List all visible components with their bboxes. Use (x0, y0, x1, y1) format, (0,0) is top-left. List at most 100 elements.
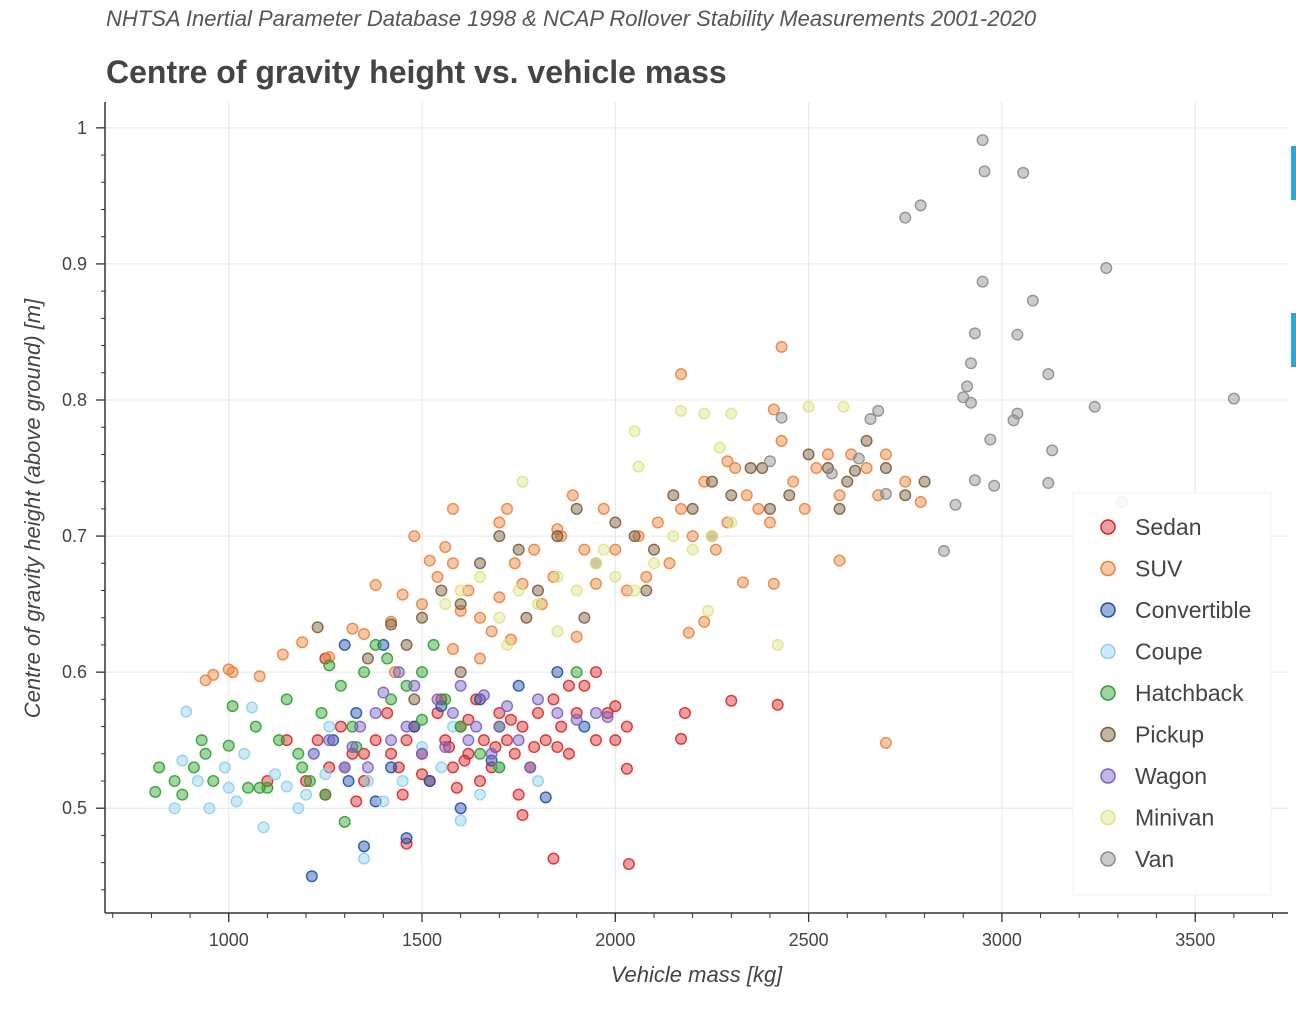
scroll-indicator-bottom[interactable] (1291, 313, 1296, 367)
data-point-suv (431, 570, 444, 583)
y-tick-label: 0.6 (62, 662, 87, 682)
data-point-convertible (551, 666, 564, 679)
data-point-coupe (396, 775, 409, 788)
data-point-minivan (702, 604, 715, 617)
data-points (149, 134, 1240, 883)
data-point-van (1042, 368, 1055, 381)
data-point-sedan (462, 713, 475, 726)
data-point-convertible (350, 706, 363, 719)
data-point-van (1026, 294, 1039, 307)
x-tick-label: 3000 (982, 930, 1022, 950)
data-point-suv (609, 543, 622, 556)
data-point-pickup (578, 611, 591, 624)
data-point-suv (821, 448, 834, 461)
data-point-suv (632, 530, 645, 543)
legend-item-wagon[interactable]: Wagon (1100, 763, 1207, 789)
data-point-coupe (222, 781, 235, 794)
y-tick-label: 1 (77, 118, 87, 138)
legend-item-minivan[interactable]: Minivan (1100, 805, 1214, 831)
data-point-suv (396, 588, 409, 601)
data-point-hatchback (338, 815, 351, 828)
data-point-suv (798, 502, 811, 515)
data-point-pickup (493, 530, 506, 543)
data-point-van (852, 452, 865, 465)
data-point-pickup (551, 530, 564, 543)
data-point-convertible (435, 700, 448, 713)
chart-title: Centre of gravity height vs. vehicle mas… (106, 54, 727, 90)
data-point-wagon (601, 711, 614, 724)
data-point-wagon (531, 693, 544, 706)
legend-item-coupe[interactable]: Coupe (1100, 639, 1203, 665)
data-point-van (1017, 166, 1030, 179)
data-point-wagon (323, 734, 336, 747)
data-point-convertible (305, 870, 318, 883)
data-point-pickup (640, 584, 653, 597)
data-point-van (968, 327, 981, 340)
data-point-sedan (516, 720, 529, 733)
data-point-wagon (392, 666, 405, 679)
data-point-wagon (354, 720, 367, 733)
data-point-coupe (180, 705, 193, 718)
data-point-convertible (423, 775, 436, 788)
legend[interactable]: Sedan SUV Convertible Coupe Hatchback Pickup W… (1072, 492, 1272, 896)
legend-item-pickup[interactable]: Pickup (1100, 722, 1204, 748)
data-point-sedan (416, 768, 429, 781)
data-point-sedan (589, 666, 602, 679)
legend-box (1072, 492, 1272, 896)
data-point-hatchback (226, 700, 239, 713)
scroll-indicator-top[interactable] (1291, 146, 1296, 200)
legend-swatch (1100, 602, 1116, 618)
data-point-sedan (555, 720, 568, 733)
data-point-suv (686, 530, 699, 543)
data-point-wagon (470, 720, 483, 733)
data-point-suv (493, 516, 506, 529)
x-tick-label: 2500 (789, 930, 829, 950)
y-tick-label: 0.5 (62, 798, 87, 818)
legend-label: Coupe (1135, 639, 1203, 665)
data-point-sedan (462, 747, 475, 760)
data-point-coupe (257, 821, 270, 834)
data-point-suv (570, 630, 583, 643)
data-point-convertible (342, 775, 355, 788)
data-point-sedan (512, 788, 525, 801)
x-tick-label: 1500 (402, 930, 442, 950)
data-point-suv (775, 434, 788, 447)
legend-item-hatchback[interactable]: Hatchback (1100, 680, 1244, 706)
data-point-pickup (705, 475, 718, 488)
data-point-hatchback (454, 720, 467, 733)
x-tick-label: 3500 (1175, 930, 1215, 950)
data-point-sedan (385, 747, 398, 760)
data-point-pickup (400, 638, 413, 651)
data-point-pickup (311, 621, 324, 634)
legend-label: Hatchback (1135, 680, 1244, 706)
data-point-pickup (647, 543, 660, 556)
data-point-wagon (589, 706, 602, 719)
legend-swatch (1100, 519, 1116, 535)
data-point-minivan (493, 611, 506, 624)
data-point-suv (555, 530, 568, 543)
data-point-pickup (570, 502, 583, 515)
data-point-hatchback (187, 761, 200, 774)
data-point-suv (709, 543, 722, 556)
data-point-van (872, 404, 885, 417)
legend-item-convertible[interactable]: Convertible (1100, 597, 1251, 623)
legend-label: Van (1135, 846, 1174, 872)
data-point-hatchback (292, 747, 305, 760)
legend-item-van[interactable]: Van (1100, 846, 1174, 872)
data-point-minivan (474, 570, 487, 583)
data-point-sedan (489, 740, 502, 753)
data-point-wagon (493, 720, 506, 733)
legend-item-sedan[interactable]: Sedan (1100, 514, 1202, 540)
data-point-wagon (524, 761, 537, 774)
data-point-pickup (609, 516, 622, 529)
data-point-coupe (319, 768, 332, 781)
data-point-suv (767, 577, 780, 590)
data-point-wagon (485, 747, 498, 760)
data-point-suv (663, 557, 676, 570)
data-point-minivan (667, 530, 680, 543)
legend-item-suv[interactable]: SUV (1100, 556, 1183, 582)
data-point-van (976, 275, 989, 288)
data-point-hatchback (242, 781, 255, 794)
data-point-hatchback (493, 761, 506, 774)
